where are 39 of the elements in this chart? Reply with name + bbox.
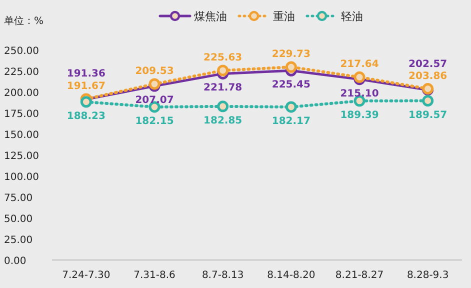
data-label: 189.39 bbox=[340, 110, 379, 121]
y-tick-label: 250.00 bbox=[4, 46, 39, 57]
x-tick-label: 7.31-8.6 bbox=[134, 270, 176, 281]
y-axis-title: 单位：% bbox=[4, 15, 44, 27]
y-tick-label: 75.00 bbox=[4, 193, 33, 204]
data-label: 188.23 bbox=[66, 110, 106, 122]
x-tick-label: 7.24-7.30 bbox=[62, 270, 110, 281]
data-label: 209.53 bbox=[135, 66, 174, 77]
data-label: 191.67 bbox=[66, 80, 106, 92]
y-tick-label: 125.00 bbox=[4, 151, 39, 162]
data-label: 182.15 bbox=[135, 116, 174, 127]
y-tick-label: 50.00 bbox=[4, 214, 33, 225]
data-label: 229.73 bbox=[272, 49, 310, 60]
x-tick-label: 8.7-8.13 bbox=[202, 270, 244, 281]
data-label: 202.57 bbox=[408, 58, 448, 70]
data-label: 217.64 bbox=[340, 59, 379, 70]
y-tick-label: 100.00 bbox=[4, 172, 39, 183]
x-tick-label: 8.28-9.3 bbox=[406, 270, 449, 281]
y-tick-label: 150.00 bbox=[4, 130, 39, 141]
data-label: 191.36 bbox=[66, 68, 106, 80]
x-tick-label: 8.14-8.20 bbox=[267, 270, 316, 281]
data-label: 207.07 bbox=[135, 95, 174, 106]
legend-label: 重油 bbox=[273, 10, 295, 23]
y-tick-label: 0.00 bbox=[4, 256, 26, 267]
y-tick-label: 200.00 bbox=[4, 88, 39, 99]
y-tick-label: 25.00 bbox=[4, 235, 33, 246]
legend-label: 轻油 bbox=[341, 10, 363, 23]
data-label: 182.17 bbox=[272, 116, 310, 127]
y-tick-label: 225.00 bbox=[4, 67, 39, 78]
data-label: 215.10 bbox=[340, 88, 379, 100]
x-tick-label: 8.21-8.27 bbox=[335, 270, 384, 281]
data-label: 221.78 bbox=[204, 82, 242, 94]
data-label: 182.85 bbox=[204, 115, 242, 126]
data-label: 203.86 bbox=[408, 70, 448, 82]
legend-label: 煤焦油 bbox=[194, 10, 227, 23]
data-label: 189.57 bbox=[408, 110, 448, 121]
y-tick-label: 175.00 bbox=[4, 109, 39, 120]
data-label: 225.63 bbox=[204, 52, 242, 64]
data-label: 225.45 bbox=[272, 80, 310, 91]
